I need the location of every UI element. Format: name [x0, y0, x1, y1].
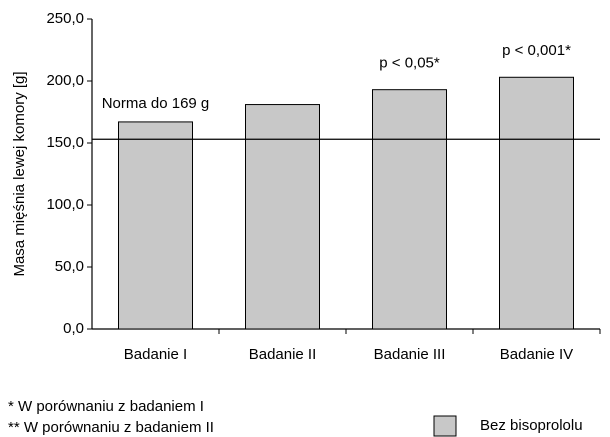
y-tick-label: 150,0 — [46, 134, 84, 151]
x-tick-label: Badanie II — [249, 346, 317, 363]
bar — [245, 104, 320, 330]
bar — [372, 89, 447, 330]
x-tick-label: Badanie IV — [500, 346, 573, 363]
y-tick-label: 50,0 — [55, 258, 84, 275]
annotation: p < 0,05* — [379, 55, 440, 72]
footnote: ** W porównaniu z badaniem II — [8, 419, 214, 436]
x-tick-label: Badanie III — [374, 346, 446, 363]
x-tick-label: Badanie I — [124, 346, 187, 363]
annotation: Norma do 169 g — [102, 95, 210, 112]
y-tick-label: 250,0 — [46, 10, 84, 27]
y-axis-title: Masa mięśnia lewej komory [g] — [11, 71, 28, 276]
y-tick-label: 100,0 — [46, 196, 84, 213]
y-tick-label: 0,0 — [63, 320, 84, 337]
annotation: p < 0,001* — [502, 42, 571, 59]
footnote: * W porównaniu z badaniem I — [8, 398, 204, 415]
bar — [118, 121, 193, 330]
legend-label: Bez bisoprololu — [480, 417, 583, 434]
legend-swatch — [433, 415, 457, 437]
bar — [499, 76, 574, 330]
y-tick-label: 200,0 — [46, 72, 84, 89]
